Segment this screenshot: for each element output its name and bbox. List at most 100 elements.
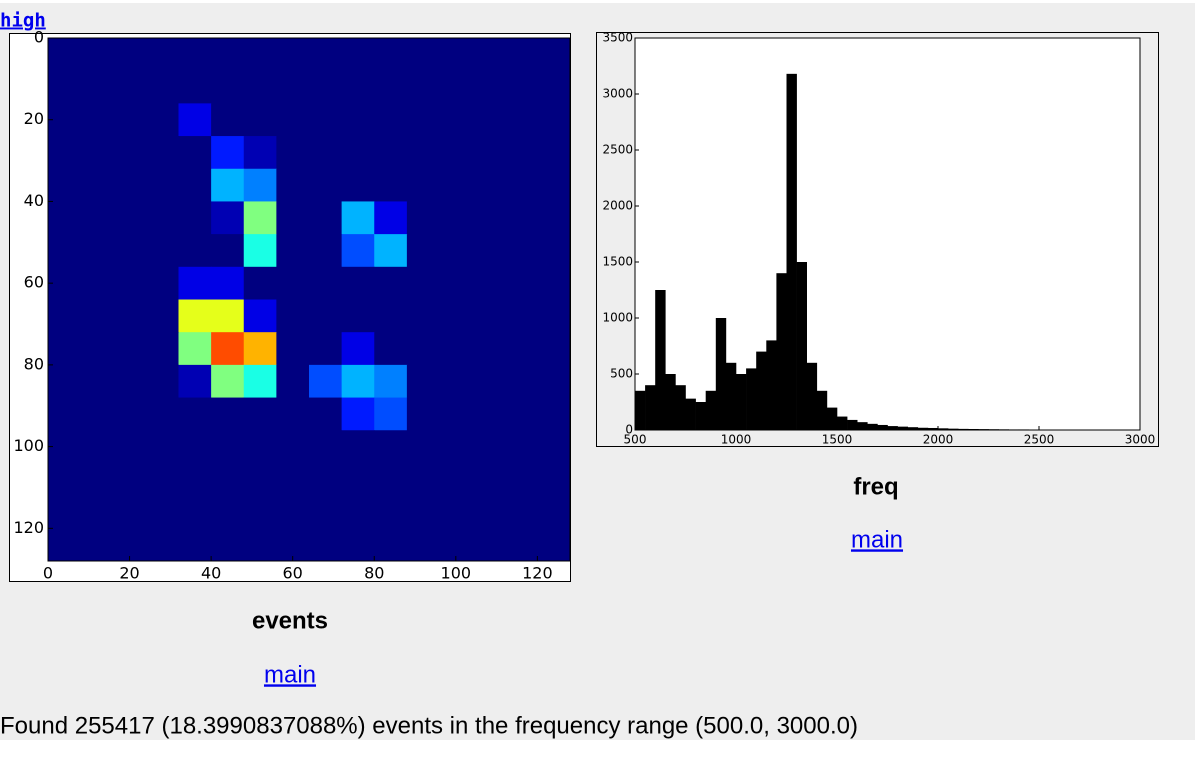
histogram-bar [796, 262, 807, 430]
heatmap-cell [472, 234, 506, 268]
heatmap-cell [472, 201, 506, 235]
heatmap-cell [145, 201, 179, 235]
histogram-bar [816, 390, 828, 430]
histogram-bar [887, 426, 898, 430]
heatmap-cell [309, 168, 343, 202]
heatmap-link[interactable]: main [264, 661, 316, 688]
histogram-bar [715, 318, 727, 430]
heatmap-cell [472, 462, 506, 497]
histogram-bar [826, 407, 838, 430]
heatmap-cell [113, 70, 147, 104]
heatmap-cell [439, 332, 473, 366]
x-tick-label: 0 [43, 564, 53, 583]
heatmap-cell [80, 38, 114, 72]
heatmap-cell [145, 430, 179, 464]
heatmap-cell [406, 430, 440, 464]
heatmap-cell [537, 103, 571, 137]
heatmap-cell [80, 528, 114, 562]
x-tick-label: 2000 [923, 433, 954, 447]
heatmap-cell [276, 38, 310, 72]
heatmap-cell [309, 430, 343, 464]
heatmap-cell [178, 528, 212, 562]
heatmap-cell [472, 495, 506, 529]
heatmap-cell [48, 495, 82, 529]
heatmap-cell [406, 397, 440, 431]
heatmap-cell [439, 266, 473, 300]
heatmap-cell [80, 299, 114, 333]
heatmap-cell [178, 462, 212, 497]
heatmap-cell [472, 38, 506, 72]
heatmap-cell [374, 364, 408, 399]
heatmap-cell [48, 70, 82, 104]
heatmap-cell [374, 397, 408, 431]
histogram-link[interactable]: main [851, 526, 903, 553]
histogram-bar [695, 402, 706, 430]
heatmap-cell [406, 70, 440, 104]
heatmap-cell [48, 168, 82, 202]
heatmap-cell [243, 266, 277, 300]
heatmap-cell [472, 299, 506, 333]
heatmap-cell [341, 266, 375, 300]
y-tick-label: 60 [24, 273, 44, 292]
heatmap-cell [276, 168, 310, 202]
heatmap-cell [439, 364, 473, 399]
heatmap-cell [374, 234, 408, 268]
heatmap-cell [48, 462, 82, 497]
y-tick-label: 0 [625, 423, 633, 437]
heatmap-cell [374, 38, 408, 72]
heatmap-cell [113, 528, 147, 562]
histogram-bar [685, 398, 696, 430]
heatmap-cell [439, 234, 473, 268]
heatmap-cell [80, 234, 114, 268]
heatmap-cell [243, 332, 277, 366]
heatmap-cell [48, 299, 82, 333]
heatmap-cell [276, 136, 310, 170]
histogram-bar [927, 427, 939, 430]
heatmap-cell [178, 136, 212, 170]
plot-frame [47, 37, 571, 562]
heatmap-cell [145, 168, 179, 202]
y-tick-label: 0 [34, 28, 44, 47]
heatmap-cell [341, 332, 375, 366]
heatmap-cell [439, 397, 473, 431]
heatmap-cell [439, 38, 473, 72]
heatmap-cell [439, 70, 473, 104]
heatmap-cell [374, 299, 408, 333]
y-tick-label: 1000 [602, 311, 633, 325]
heatmap-cell [309, 299, 343, 333]
heatmap-cell [309, 70, 343, 104]
footer-text: Found 255417 (18.3990837088%) events in … [0, 712, 858, 739]
heatmap-cell [537, 38, 571, 72]
heatmap-cell [178, 430, 212, 464]
heatmap-cell [243, 168, 277, 202]
histogram-bar [766, 340, 777, 430]
heatmap-cell [113, 201, 147, 235]
histogram-bar [635, 390, 646, 430]
heatmap-cell [537, 528, 571, 562]
heatmap-cell [374, 168, 408, 202]
heatmap-cell [472, 332, 506, 366]
x-tick-label: 20 [119, 564, 139, 583]
heatmap-cell [243, 299, 277, 333]
heatmap-cell [504, 234, 538, 268]
heatmap-cell [145, 332, 179, 366]
x-tick-label: 1500 [822, 433, 853, 447]
heatmap-cell [309, 38, 343, 72]
heatmap-cell [309, 266, 343, 300]
y-tick-label: 20 [24, 109, 44, 128]
heatmap-cell [145, 38, 179, 72]
heatmap-cell [537, 495, 571, 529]
heatmap-cell [276, 266, 310, 300]
heatmap-cell [145, 397, 179, 431]
heatmap-cell [80, 332, 114, 366]
heatmap-cell [537, 136, 571, 170]
heatmap-cell [472, 266, 506, 300]
heatmap-cell [472, 528, 506, 562]
heatmap-cell [243, 234, 277, 268]
heatmap-cell [211, 299, 245, 333]
heatmap-cell [80, 495, 114, 529]
high-link[interactable]: high [0, 10, 46, 32]
heatmap-cell [374, 201, 408, 235]
heatmap-cell [406, 136, 440, 170]
